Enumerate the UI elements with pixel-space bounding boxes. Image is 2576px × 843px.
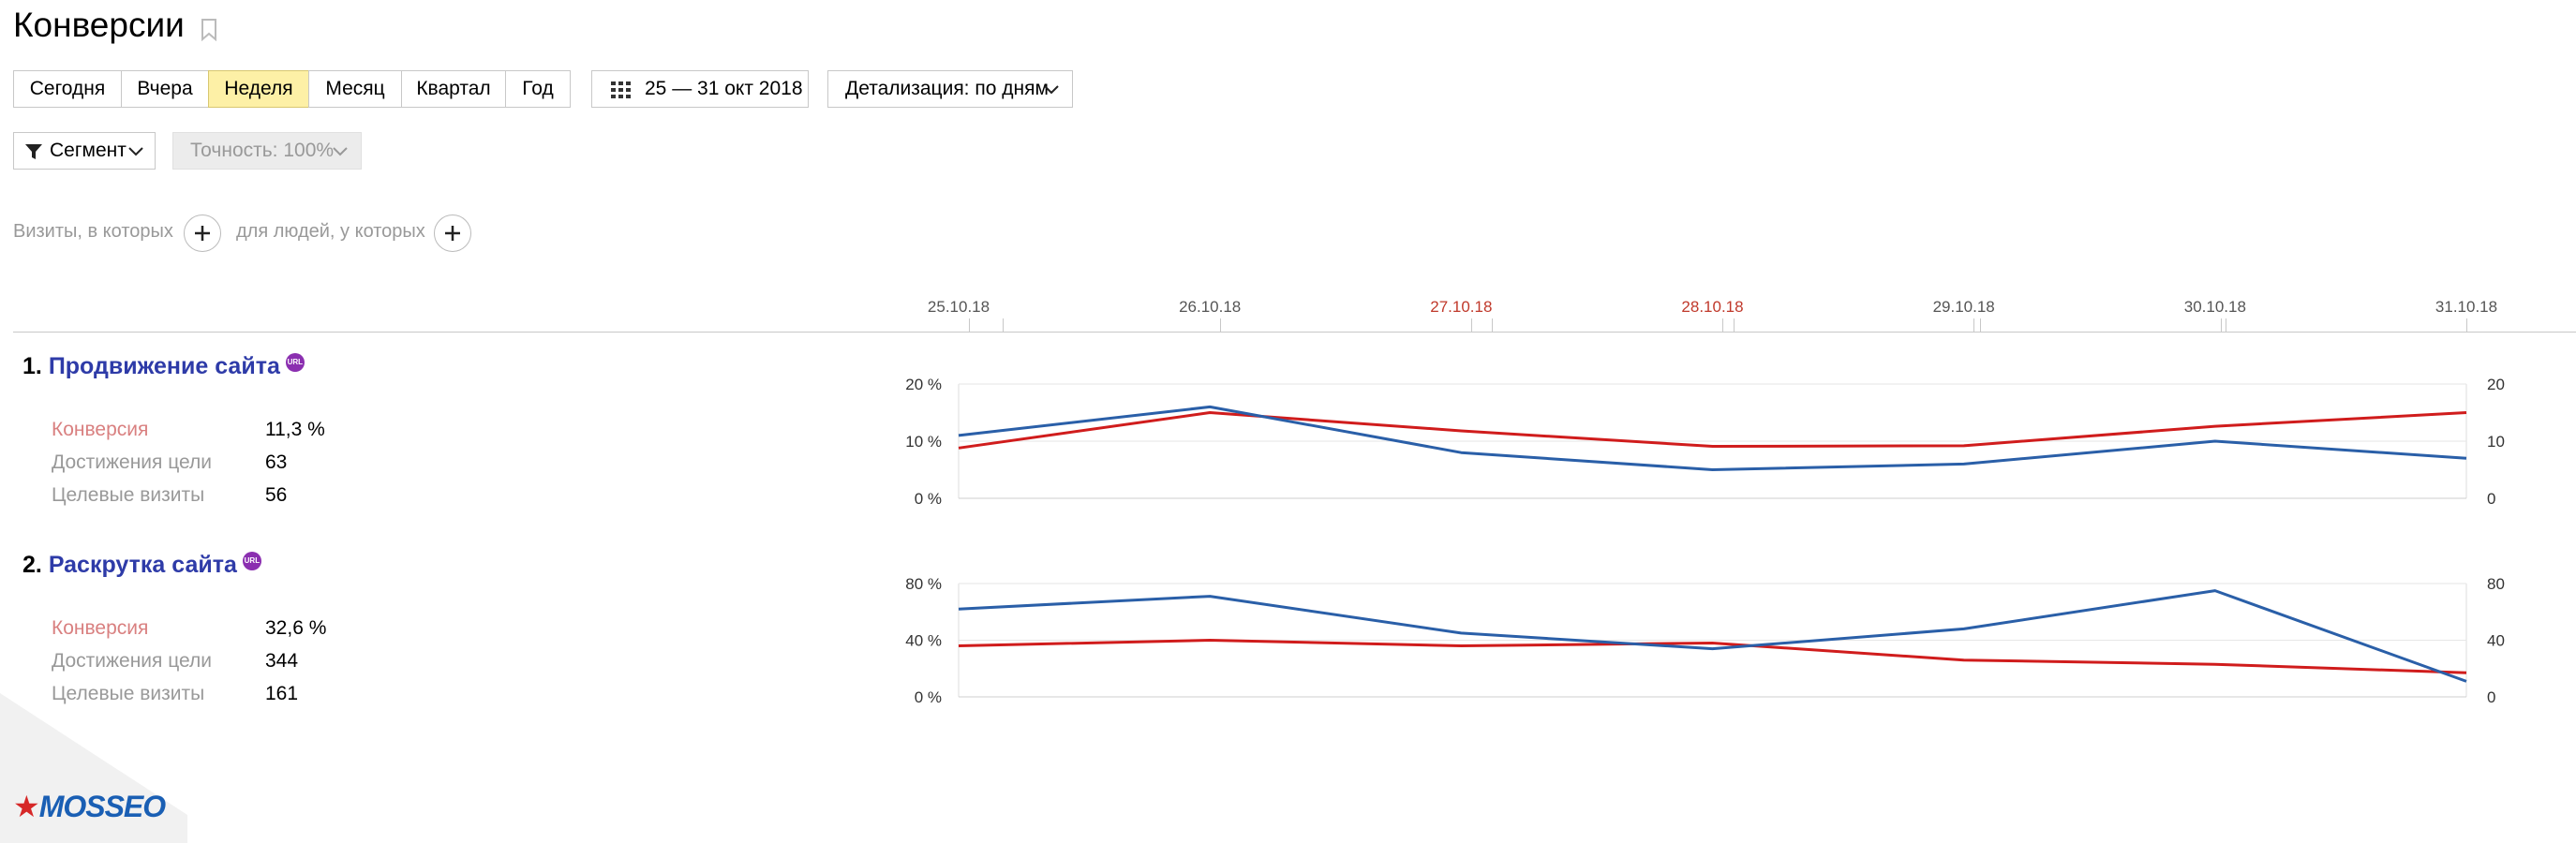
timeline-tick: [969, 318, 970, 332]
right-axis-tick-label: 0: [2487, 688, 2495, 706]
timeline-tick: [2466, 318, 2467, 332]
goal-2-index: 2.: [22, 552, 42, 578]
plus-icon: [445, 226, 460, 241]
left-axis-tick-label: 0 %: [915, 490, 942, 508]
plus-icon: [195, 226, 210, 241]
goal-1-conversion-label: Конверсия: [52, 419, 149, 440]
period-today-button[interactable]: Сегодня: [13, 70, 122, 108]
goal-1-visits-label: Целевые визиты: [52, 484, 205, 506]
add-visits-condition-button[interactable]: [184, 214, 221, 252]
people-condition-label: для людей, у которых: [236, 221, 425, 242]
page-title: Конверсии: [13, 6, 185, 44]
goal-2-conversion-label: Конверсия: [52, 617, 149, 639]
mosseo-logo: ★MOSSEO: [13, 789, 166, 824]
right-axis-tick-label: 0: [2487, 490, 2495, 508]
add-people-condition-button[interactable]: [434, 214, 471, 252]
star-icon: ★: [13, 790, 40, 823]
corner-background-shape: [0, 693, 187, 843]
timeline-date-label: 28.10.18: [1681, 298, 1744, 316]
period-yesterday-button[interactable]: Вчера: [121, 70, 209, 108]
timeline-tick: [1471, 318, 1472, 332]
right-axis-tick-label: 80: [2487, 575, 2505, 593]
period-month-button[interactable]: Месяц: [308, 70, 402, 108]
goal-2-reaches-label: Достижения цели: [52, 650, 213, 672]
chevron-down-icon: [333, 147, 348, 156]
timeline-tick: [1734, 318, 1735, 332]
segment-dropdown[interactable]: Сегмент: [13, 132, 156, 170]
right-axis-tick-label: 10: [2487, 433, 2505, 451]
timeline-date-label: 29.10.18: [1932, 298, 1995, 316]
visits-series-line: [958, 589, 2467, 683]
timeline-date-label: 27.10.18: [1430, 298, 1493, 316]
goal-2-title: 2. Раскрутка сайта URL: [22, 552, 261, 579]
goal-1-visits-value: 56: [265, 484, 288, 506]
timeline-tick: [2221, 318, 2222, 332]
url-badge-icon: URL: [242, 552, 261, 570]
right-axis-tick-label: 20: [2487, 376, 2505, 393]
detail-dropdown[interactable]: Детализация: по дням: [827, 70, 1073, 108]
date-range-label: 25 — 31 окт 2018: [645, 78, 803, 99]
goal-2-visits-label: Целевые визиты: [52, 683, 205, 704]
goal-2-name-link[interactable]: Раскрутка сайта: [48, 552, 237, 578]
goal-2-conversion-value: 32,6 %: [265, 617, 327, 639]
visits-series-line: [958, 405, 2467, 471]
accuracy-dropdown: Точность: 100%: [172, 132, 362, 170]
filter-icon: [25, 144, 42, 159]
right-axis-tick-label: 40: [2487, 632, 2505, 650]
url-badge-icon: URL: [285, 353, 305, 372]
accuracy-label: Точность: 100%: [190, 140, 335, 161]
segment-label: Сегмент: [50, 140, 127, 161]
left-axis-tick-label: 20 %: [905, 376, 942, 393]
timeline-tick: [1492, 318, 1493, 332]
goal-2-visits-value: 161: [265, 683, 299, 704]
goal-1-title: 1. Продвижение сайта URL: [22, 353, 305, 380]
timeline-tick: [1722, 318, 1723, 332]
timeline-tick: [1003, 318, 1004, 332]
timeline-tick: [1220, 318, 1221, 332]
calendar-icon: [611, 81, 631, 98]
timeline-date-label: 30.10.18: [2183, 298, 2246, 316]
chevron-down-icon: [128, 147, 143, 156]
timeline-date-label: 25.10.18: [927, 298, 990, 316]
goal-1-index: 1.: [22, 353, 42, 379]
timeline-date-label: 31.10.18: [2435, 298, 2498, 316]
period-week-button[interactable]: Неделя: [208, 70, 309, 108]
timeline-tick: [1980, 318, 1981, 332]
bookmark-icon[interactable]: [201, 19, 217, 41]
timeline-date-label: 26.10.18: [1179, 298, 1242, 316]
goal-1-reaches-label: Достижения цели: [52, 451, 213, 473]
conversion-series-line: [958, 639, 2467, 674]
period-year-button[interactable]: Год: [505, 70, 571, 108]
left-axis-tick-label: 40 %: [905, 632, 942, 650]
period-quarter-button[interactable]: Квартал: [401, 70, 506, 108]
left-axis-tick-label: 80 %: [905, 575, 942, 593]
goal-1-reaches-value: 63: [265, 451, 288, 473]
visits-condition-label: Визиты, в которых: [13, 221, 173, 242]
timeline-axis-line: [13, 332, 2576, 333]
left-axis-tick-label: 0 %: [915, 688, 942, 706]
goal-1-conversion-value: 11,3 %: [265, 419, 325, 440]
left-axis-tick-label: 10 %: [905, 433, 942, 451]
date-range-picker[interactable]: 25 — 31 окт 2018: [591, 70, 809, 108]
conversion-series-line: [958, 411, 2467, 450]
logo-text: MOSSEO: [38, 790, 166, 823]
goal-2-reaches-value: 344: [265, 650, 299, 672]
timeline-tick: [1973, 318, 1974, 332]
detail-label: Детализация: по дням: [845, 78, 1049, 99]
chevron-down-icon: [1044, 85, 1059, 95]
goal-1-name-link[interactable]: Продвижение сайта: [48, 353, 280, 379]
